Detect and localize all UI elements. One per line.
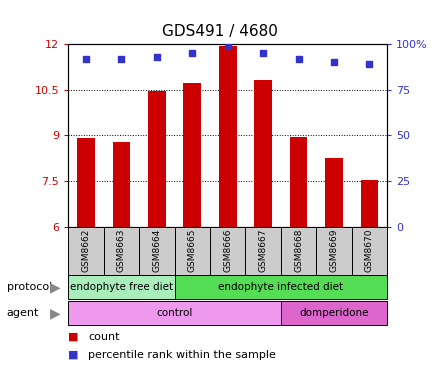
Text: ▶: ▶ <box>50 280 60 294</box>
Point <box>118 56 125 61</box>
Bar <box>68 227 104 274</box>
Bar <box>183 83 201 227</box>
Bar <box>148 91 166 227</box>
Text: endophyte infected diet: endophyte infected diet <box>218 282 344 292</box>
Bar <box>352 227 387 274</box>
Text: GSM8668: GSM8668 <box>294 229 303 272</box>
Bar <box>68 301 281 325</box>
Bar <box>325 158 343 227</box>
Point <box>82 56 89 61</box>
Text: count: count <box>88 332 120 342</box>
Text: percentile rank within the sample: percentile rank within the sample <box>88 350 276 360</box>
Point <box>153 54 160 60</box>
Point <box>189 50 196 56</box>
Text: endophyte free diet: endophyte free diet <box>70 282 173 292</box>
Text: GSM8662: GSM8662 <box>81 229 91 272</box>
Point <box>224 43 231 49</box>
Point <box>260 50 267 56</box>
Bar <box>104 227 139 274</box>
Text: domperidone: domperidone <box>299 308 369 318</box>
Text: control: control <box>156 308 193 318</box>
Bar <box>281 227 316 274</box>
Text: GSM8670: GSM8670 <box>365 229 374 272</box>
Bar <box>210 227 246 274</box>
Text: GSM8665: GSM8665 <box>188 229 197 272</box>
Point <box>330 59 337 65</box>
Text: protocol: protocol <box>7 282 52 292</box>
Bar <box>175 227 210 274</box>
Text: GDS491 / 4680: GDS491 / 4680 <box>162 24 278 39</box>
Text: agent: agent <box>7 308 39 318</box>
Bar <box>113 142 130 227</box>
Bar <box>175 275 387 299</box>
Bar <box>219 46 237 227</box>
Point <box>295 56 302 61</box>
Bar <box>254 80 272 227</box>
Text: ■: ■ <box>68 332 79 342</box>
Bar <box>361 180 378 227</box>
Text: GSM8664: GSM8664 <box>152 229 161 272</box>
Text: ▶: ▶ <box>50 306 60 320</box>
Text: GSM8669: GSM8669 <box>330 229 338 272</box>
Bar <box>290 137 308 227</box>
Bar <box>281 301 387 325</box>
Text: ■: ■ <box>68 350 79 360</box>
Bar <box>77 138 95 227</box>
Text: GSM8667: GSM8667 <box>259 229 268 272</box>
Text: GSM8666: GSM8666 <box>223 229 232 272</box>
Text: GSM8663: GSM8663 <box>117 229 126 272</box>
Bar <box>246 227 281 274</box>
Point <box>366 61 373 67</box>
Bar <box>316 227 352 274</box>
Bar <box>68 275 175 299</box>
Bar <box>139 227 175 274</box>
